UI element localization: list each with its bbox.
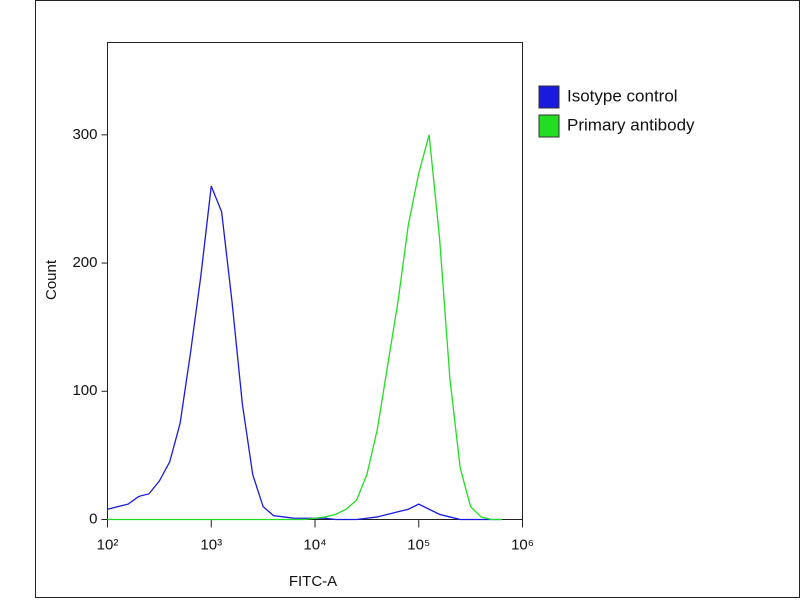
- series-line: [107, 185, 502, 521]
- legend-swatch: [538, 85, 560, 109]
- y-tick-label: 100: [72, 382, 97, 399]
- frame: [35, 0, 800, 598]
- y-axis-label: Count: [43, 259, 60, 300]
- x-tick-label: 10⁴: [303, 536, 326, 553]
- legend-label: Isotype control: [567, 86, 678, 105]
- x-tick-label: 10⁵: [407, 536, 430, 553]
- legend-label: Primary antibody: [567, 115, 695, 134]
- y-tick-label: 300: [72, 126, 97, 143]
- x-tick-label: 10⁶: [511, 536, 534, 553]
- y-tick-label: 200: [72, 254, 97, 271]
- series-line: [107, 134, 502, 521]
- x-tick-label: 10³: [200, 536, 222, 553]
- y-tick-label: 0: [89, 510, 97, 527]
- legend-swatch: [538, 114, 560, 138]
- x-axis-label: FITC-A: [289, 573, 337, 590]
- x-tick-label: 10²: [97, 536, 119, 553]
